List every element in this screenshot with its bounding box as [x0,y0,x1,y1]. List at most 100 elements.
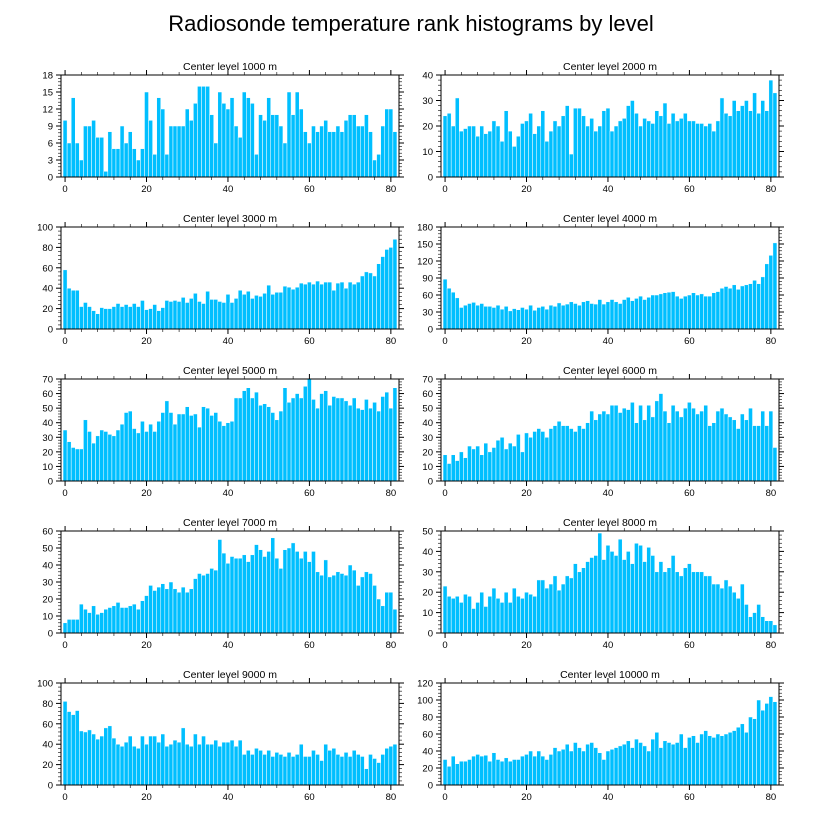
y-tick-label: 20 [422,588,433,599]
bar [638,295,643,330]
bar [446,596,452,634]
bar [87,612,92,634]
bar [140,421,145,482]
bar [246,291,251,330]
bar [229,97,235,178]
y-tick-label: 50 [42,544,53,555]
bar [217,745,223,786]
bar [376,598,381,634]
bar [270,537,276,634]
bar [233,397,239,482]
bar [548,583,554,634]
y-tick-label: 40 [422,71,433,82]
bar [388,407,394,482]
bar [380,396,385,482]
bar [605,413,611,482]
bar [512,445,517,482]
bar [577,747,582,786]
y-tick-label: 0 [428,781,433,792]
bar [687,563,692,634]
bar [621,299,627,330]
bar [666,123,672,178]
bar [475,135,480,178]
bar [176,413,182,482]
bar [274,292,280,330]
bar [503,110,509,178]
bar [111,737,117,786]
bar [455,97,460,178]
bar [556,750,562,786]
bar [723,413,729,482]
bar [752,718,757,786]
bar [258,750,263,786]
x-tick-label: 60 [684,640,695,651]
bar [376,762,381,786]
bar [719,587,725,634]
bar [524,432,529,482]
bar [674,742,680,786]
bar [132,428,137,482]
bar [66,711,72,786]
bar [699,410,704,482]
bar [503,591,509,634]
y-tick-label: 30 [422,433,433,444]
bar [298,743,304,786]
bar [168,125,174,178]
bar [670,555,676,634]
y-tick-label: 60 [422,389,433,400]
bar [229,739,235,786]
bar [180,125,186,178]
y-tick-label: 20 [42,595,53,606]
bar [364,271,369,330]
bar [164,154,170,178]
bar [294,754,300,786]
bar [495,304,501,330]
bar [217,421,223,482]
bar [573,303,578,330]
bar [442,759,448,786]
bar [327,281,333,330]
bar [691,571,696,634]
bar [384,108,390,178]
bar [552,747,558,786]
bar [642,561,647,634]
bar [674,120,680,178]
x-tick-label: 20 [141,184,152,195]
bar [372,275,377,330]
y-tick-label: 20 [422,122,433,133]
x-tick-label: 20 [521,184,532,195]
bar [270,114,276,178]
bar [343,574,349,634]
bar [495,125,501,178]
bar [180,413,186,482]
bar [613,301,619,330]
bar [229,421,235,482]
bar [221,103,227,178]
bar [495,759,501,786]
bar [148,735,153,786]
bar [731,730,737,786]
bar [512,308,517,330]
bar [601,559,607,634]
bar [262,754,267,786]
bar [487,130,493,178]
bar [646,404,651,482]
x-tick-label: 20 [521,792,532,803]
bar [286,286,292,330]
bar [303,131,308,178]
bar [556,421,562,482]
bar [674,571,680,634]
bar [711,422,717,482]
bar [740,105,745,178]
panel-10: Center level 10000 m 0 20 40 60 80 100 120 0 20 40… [417,669,784,803]
bar [731,100,737,178]
bar [99,137,105,178]
bar [115,429,121,482]
bar [626,297,631,330]
x-tick-label: 80 [766,184,777,195]
bar [209,568,214,634]
bar [368,573,373,634]
bar [503,757,509,786]
bar [601,410,607,482]
bar [278,568,284,634]
